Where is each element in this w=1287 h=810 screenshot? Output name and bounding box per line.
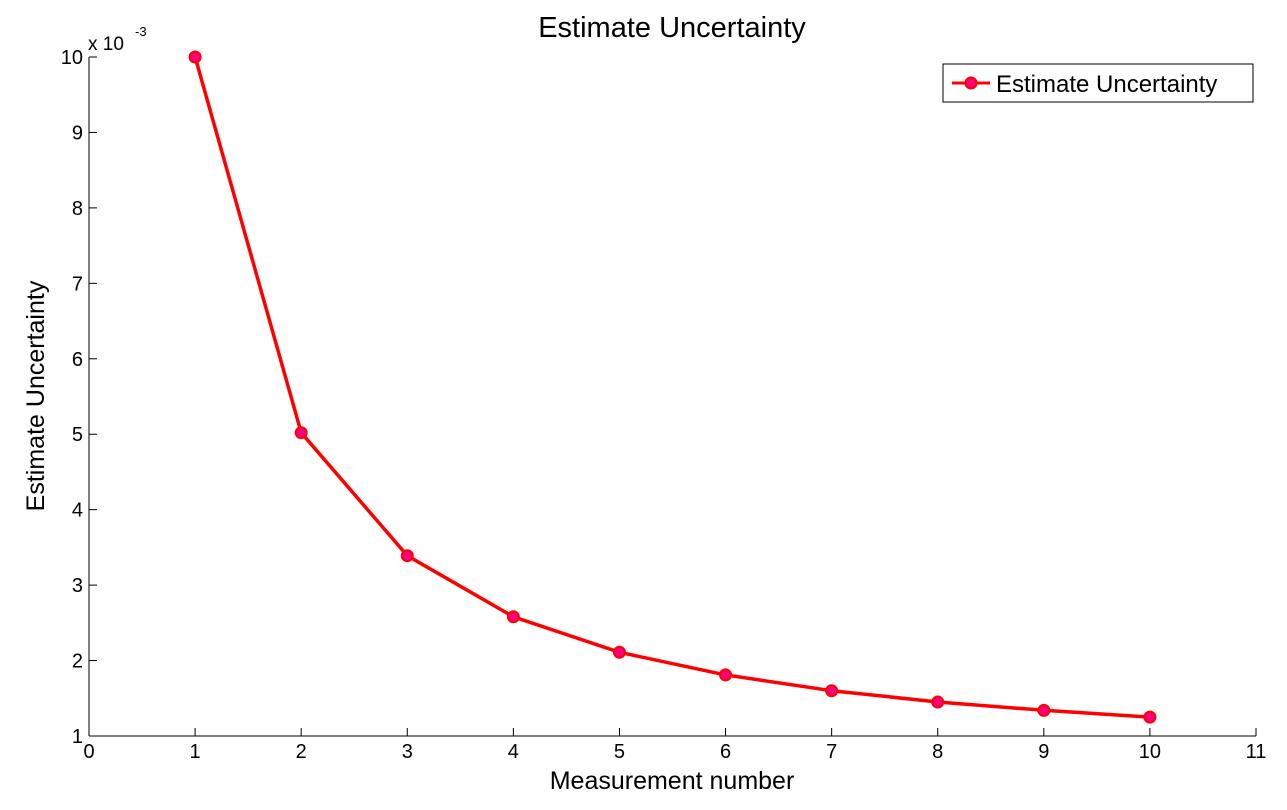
y-tick-label: 1 <box>72 726 83 748</box>
x-tick-label: 11 <box>1246 741 1267 763</box>
data-point <box>400 549 414 563</box>
x-axis-title: Measurement number <box>550 767 795 795</box>
x-tick-label: 10 <box>1139 741 1161 763</box>
x-axis-ticks: 0 1 2 3 4 5 6 7 8 9 10 11 <box>83 728 1266 763</box>
y-tick-label: 7 <box>72 273 83 295</box>
x-tick-label: 9 <box>1038 741 1049 763</box>
data-point <box>931 695 945 709</box>
x-tick-label: 6 <box>720 741 731 763</box>
legend-label: Estimate Uncertainty <box>996 71 1217 98</box>
y-tick-label: 6 <box>72 349 83 371</box>
y-multiplier-base: x 10 <box>88 34 124 55</box>
data-point <box>1037 703 1051 717</box>
x-tick-label: 3 <box>402 741 413 763</box>
x-tick-label: 0 <box>83 741 94 763</box>
data-point <box>188 50 202 64</box>
y-tick-label: 9 <box>72 122 83 144</box>
y-tick-label: 8 <box>72 198 83 220</box>
y-multiplier-power: -3 <box>135 24 147 39</box>
legend-box <box>942 63 1254 103</box>
legend: Estimate Uncertainty <box>942 63 1254 103</box>
x-tick-label: 1 <box>190 741 201 763</box>
series-line <box>193 56 1151 719</box>
x-tick-label: 7 <box>826 741 837 763</box>
chart-title: Estimate Uncertainty <box>538 12 806 44</box>
data-point <box>612 645 626 659</box>
y-tick-label: 5 <box>72 424 83 446</box>
y-tick-label: 3 <box>72 575 83 597</box>
y-tick-label: 2 <box>72 651 83 673</box>
plot-axes <box>88 57 1256 737</box>
x-tick-label: 4 <box>508 741 519 763</box>
data-point <box>294 426 308 440</box>
data-point <box>506 610 520 624</box>
y-axis-multiplier: x 10 -3 <box>88 24 147 55</box>
x-tick-label: 8 <box>932 741 943 763</box>
x-tick-label: 5 <box>614 741 625 763</box>
data-point <box>719 668 733 682</box>
y-tick-label: 4 <box>72 500 83 522</box>
x-tick-label: 2 <box>296 741 307 763</box>
y-axis-ticks: 1 2 3 4 5 6 7 8 9 10 <box>61 47 97 748</box>
y-axis-title: Estimate Uncertainty <box>22 280 50 511</box>
data-point <box>1143 710 1157 724</box>
series-layer <box>188 50 1157 724</box>
legend-marker <box>964 76 978 90</box>
y-tick-label: 10 <box>61 47 83 69</box>
data-point <box>825 684 839 698</box>
